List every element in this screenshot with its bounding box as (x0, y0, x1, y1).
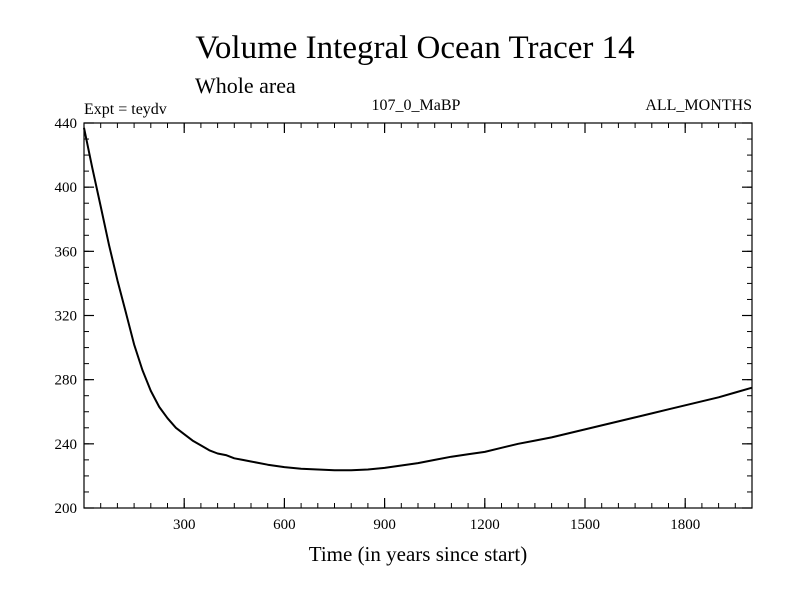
x-tick-label: 600 (273, 517, 296, 533)
x-tick-label: 1800 (670, 517, 700, 533)
minor-ticks (84, 123, 752, 508)
y-tick-label: 440 (55, 116, 78, 132)
run-label: 107_0_MaBP (372, 97, 461, 114)
x-axis-label: Time (in years since start) (309, 542, 528, 566)
y-tick-label: 360 (55, 244, 78, 260)
y-tick-label: 200 (55, 501, 78, 517)
x-tick-label: 900 (373, 517, 396, 533)
y-tick-label: 400 (55, 180, 78, 196)
major-ticks (84, 122, 752, 509)
chart-subtitle: Whole area (195, 73, 296, 98)
tick-labels: 300 600 900 1200 1500 1800 200 240 280 320 360 400 4… (55, 116, 701, 533)
x-tick-label: 1200 (470, 517, 500, 533)
plot-area-frame (83, 122, 753, 509)
months-label: ALL_MONTHS (645, 97, 752, 114)
data-series-line (83, 127, 753, 472)
x-tick-label: 300 (173, 517, 196, 533)
y-tick-label: 240 (55, 437, 78, 453)
y-tick-label: 280 (55, 373, 78, 389)
x-tick-label: 1500 (570, 517, 600, 533)
experiment-label: Expt = teydv (84, 101, 167, 118)
y-tick-label: 320 (55, 309, 78, 325)
chart-title: Volume Integral Ocean Tracer 14 (195, 30, 634, 66)
